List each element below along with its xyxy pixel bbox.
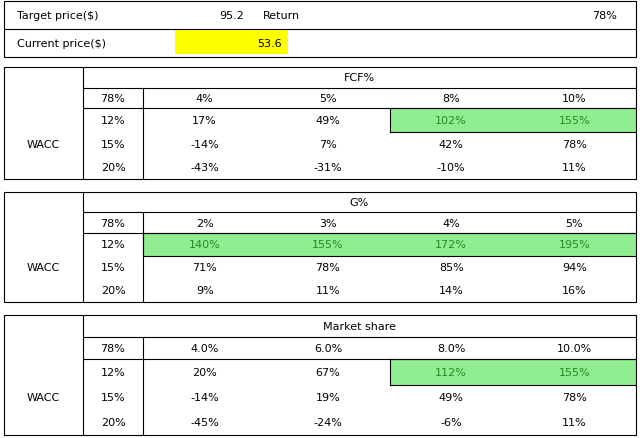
Text: 10.0%: 10.0% [557, 343, 592, 353]
Text: 78%: 78% [100, 343, 125, 353]
Text: 78%: 78% [316, 263, 340, 273]
Text: 11%: 11% [562, 163, 587, 173]
Text: 7%: 7% [319, 139, 337, 149]
Text: 4%: 4% [442, 218, 460, 228]
Text: -14%: -14% [190, 139, 219, 149]
Text: 78%: 78% [562, 392, 587, 402]
Text: 78%: 78% [100, 218, 125, 228]
Text: WACC: WACC [27, 263, 60, 273]
Text: -14%: -14% [190, 392, 219, 402]
Text: 6.0%: 6.0% [314, 343, 342, 353]
Text: 2%: 2% [196, 218, 214, 228]
Text: 195%: 195% [559, 240, 590, 250]
Text: WACC: WACC [27, 392, 60, 402]
Text: FCF%: FCF% [344, 73, 375, 83]
Bar [175, 31, 289, 54]
Text: 8%: 8% [442, 94, 460, 104]
Text: Market share: Market share [323, 321, 396, 331]
Text: 12%: 12% [100, 116, 125, 126]
Bar [266, 233, 390, 256]
Text: 4%: 4% [196, 94, 214, 104]
Bar [390, 233, 513, 256]
Text: 78%: 78% [562, 139, 587, 149]
Text: 8.0%: 8.0% [437, 343, 465, 353]
Text: 85%: 85% [439, 263, 463, 273]
Text: 49%: 49% [316, 116, 340, 126]
Bar [390, 360, 513, 385]
Text: 20%: 20% [100, 163, 125, 173]
Text: -45%: -45% [190, 417, 219, 427]
Text: 112%: 112% [435, 367, 467, 377]
Text: 94%: 94% [562, 263, 587, 273]
Text: WACC: WACC [27, 139, 60, 149]
Text: 4.0%: 4.0% [191, 343, 219, 353]
Text: 78%: 78% [100, 94, 125, 104]
Text: 155%: 155% [559, 367, 590, 377]
Text: 95.2: 95.2 [220, 11, 244, 21]
Text: Current price($): Current price($) [17, 39, 106, 49]
Text: -31%: -31% [314, 163, 342, 173]
Text: 78%: 78% [592, 11, 617, 21]
Bar [143, 233, 266, 256]
Text: 12%: 12% [100, 240, 125, 250]
Text: 5%: 5% [319, 94, 337, 104]
Text: 172%: 172% [435, 240, 467, 250]
Text: 5%: 5% [566, 218, 583, 228]
Text: 140%: 140% [189, 240, 221, 250]
Text: 3%: 3% [319, 218, 337, 228]
Bar [513, 233, 636, 256]
Text: 9%: 9% [196, 286, 214, 296]
Text: -43%: -43% [190, 163, 219, 173]
Text: 15%: 15% [100, 263, 125, 273]
Text: 11%: 11% [562, 417, 587, 427]
Bar [513, 109, 636, 133]
Text: G%: G% [350, 198, 369, 208]
Text: 15%: 15% [100, 392, 125, 402]
Text: 71%: 71% [192, 263, 217, 273]
Text: 12%: 12% [100, 367, 125, 377]
Bar [390, 109, 513, 133]
Text: 11%: 11% [316, 286, 340, 296]
Text: 67%: 67% [316, 367, 340, 377]
Text: 42%: 42% [438, 139, 463, 149]
Text: -24%: -24% [314, 417, 342, 427]
Text: -10%: -10% [437, 163, 465, 173]
Text: 14%: 14% [439, 286, 463, 296]
Text: 10%: 10% [562, 94, 587, 104]
Text: -6%: -6% [440, 417, 462, 427]
Text: 102%: 102% [435, 116, 467, 126]
Text: 20%: 20% [100, 286, 125, 296]
Text: 155%: 155% [559, 116, 590, 126]
Text: 49%: 49% [438, 392, 463, 402]
Text: 15%: 15% [100, 139, 125, 149]
Text: 19%: 19% [316, 392, 340, 402]
Text: Return: Return [263, 11, 300, 21]
Text: Target price($): Target price($) [17, 11, 98, 21]
Text: 20%: 20% [100, 417, 125, 427]
Bar [513, 360, 636, 385]
Text: 20%: 20% [192, 367, 217, 377]
Text: 17%: 17% [192, 116, 217, 126]
Text: 53.6: 53.6 [257, 39, 282, 49]
Text: 16%: 16% [562, 286, 587, 296]
Text: 155%: 155% [312, 240, 344, 250]
